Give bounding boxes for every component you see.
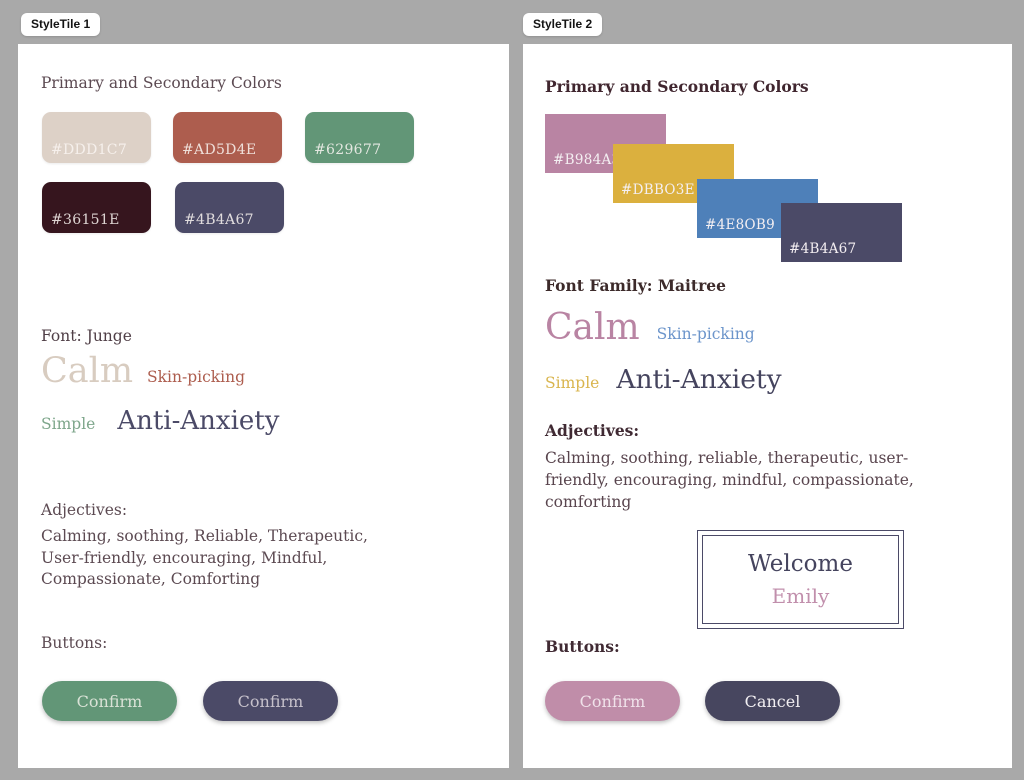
color-swatch-group: #B984A3 #DBBO3E #4E8OB9 #4B4A67: [545, 114, 985, 264]
frame-tab-styletile-1[interactable]: StyleTile 1: [21, 13, 101, 36]
adjectives-text: Calming, soothing, Reliable, Therapeutic…: [41, 527, 368, 588]
confirm-button-green[interactable]: Confirm: [42, 681, 177, 721]
welcome-name-text: Emily: [771, 584, 830, 608]
styletile-2-frame: Primary and Secondary Colors #B984A3 #DB…: [523, 44, 1012, 768]
adjectives-section-title: Adjectives:: [41, 501, 128, 519]
type-sample-calm: Calm: [41, 351, 134, 391]
type-sample-row: Calm Skin-picking: [545, 307, 755, 348]
color-swatch: #AD5D4E: [173, 112, 282, 163]
adjectives-text: Calming, soothing, reliable, therapeutic…: [545, 449, 914, 511]
type-sample-row: Calm Skin-picking: [41, 351, 245, 391]
type-sample-skin-picking: Skin-picking: [147, 368, 246, 386]
confirm-button-mauve[interactable]: Confirm: [545, 681, 680, 721]
swatch-hex-label: #4B4A67: [184, 212, 254, 228]
swatch-hex-label: #4B4A67: [789, 241, 857, 257]
type-sample-skin-picking: Skin-picking: [656, 325, 755, 343]
frame-tab-styletile-2[interactable]: StyleTile 2: [523, 13, 603, 36]
type-sample-simple: Simple: [41, 415, 96, 433]
color-swatch: #DBBO3E: [613, 144, 734, 203]
type-sample-row: Simple Anti-Anxiety: [41, 406, 279, 436]
adjectives-section-title: Adjectives:: [545, 421, 640, 440]
color-swatch: #629677: [305, 112, 414, 163]
swatch-hex-label: #AD5D4E: [182, 142, 257, 158]
color-swatch: #B984A3: [545, 114, 666, 173]
buttons-section-title: Buttons:: [41, 634, 108, 652]
welcome-card-inner-border: Welcome Emily: [702, 535, 899, 624]
styletile-1-frame: Primary and Secondary Colors #DDD1C7 #AD…: [18, 44, 509, 768]
color-swatch: #DDD1C7: [42, 112, 151, 163]
swatch-hex-label: #DDD1C7: [51, 142, 128, 158]
color-swatch-group: #DDD1C7 #AD5D4E #629677 #36151E #4B4A67: [42, 112, 482, 237]
font-name-label: Font: Junge: [41, 327, 132, 345]
welcome-card: Welcome Emily: [697, 530, 904, 629]
button-row: Confirm Cancel: [545, 681, 840, 721]
welcome-text: Welcome: [748, 551, 853, 577]
colors-section-title: Primary and Secondary Colors: [545, 77, 809, 96]
confirm-button-slate[interactable]: Confirm: [203, 681, 338, 721]
color-swatch: #4B4A67: [175, 182, 284, 233]
swatch-hex-label: #DBBO3E: [621, 182, 695, 198]
swatch-hex-label: #B984A3: [553, 152, 621, 168]
type-sample-simple: Simple: [545, 374, 600, 392]
button-row: Confirm Confirm: [42, 681, 338, 721]
color-swatch: #4B4A67: [781, 203, 902, 262]
type-sample-anti-anxiety: Anti-Anxiety: [616, 364, 782, 395]
colors-section-title: Primary and Secondary Colors: [41, 74, 282, 92]
buttons-section-title: Buttons:: [545, 637, 620, 656]
swatch-hex-label: #4E8OB9: [705, 217, 776, 233]
cancel-button[interactable]: Cancel: [705, 681, 840, 721]
swatch-hex-label: #36151E: [51, 212, 120, 228]
type-sample-calm: Calm: [545, 307, 640, 348]
font-name-label: Font Family: Maitree: [545, 276, 726, 295]
type-sample-anti-anxiety: Anti-Anxiety: [117, 406, 280, 436]
swatch-hex-label: #629677: [314, 142, 382, 158]
color-swatch: #36151E: [42, 182, 151, 233]
type-sample-row: Simple Anti-Anxiety: [545, 364, 782, 395]
